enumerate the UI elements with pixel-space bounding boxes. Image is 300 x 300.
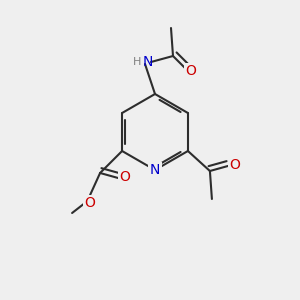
Text: O: O <box>230 158 240 172</box>
Text: H: H <box>133 57 141 67</box>
Text: N: N <box>150 163 160 177</box>
Text: O: O <box>85 196 95 210</box>
Text: O: O <box>120 170 130 184</box>
Text: O: O <box>186 64 196 78</box>
Text: N: N <box>143 55 153 69</box>
